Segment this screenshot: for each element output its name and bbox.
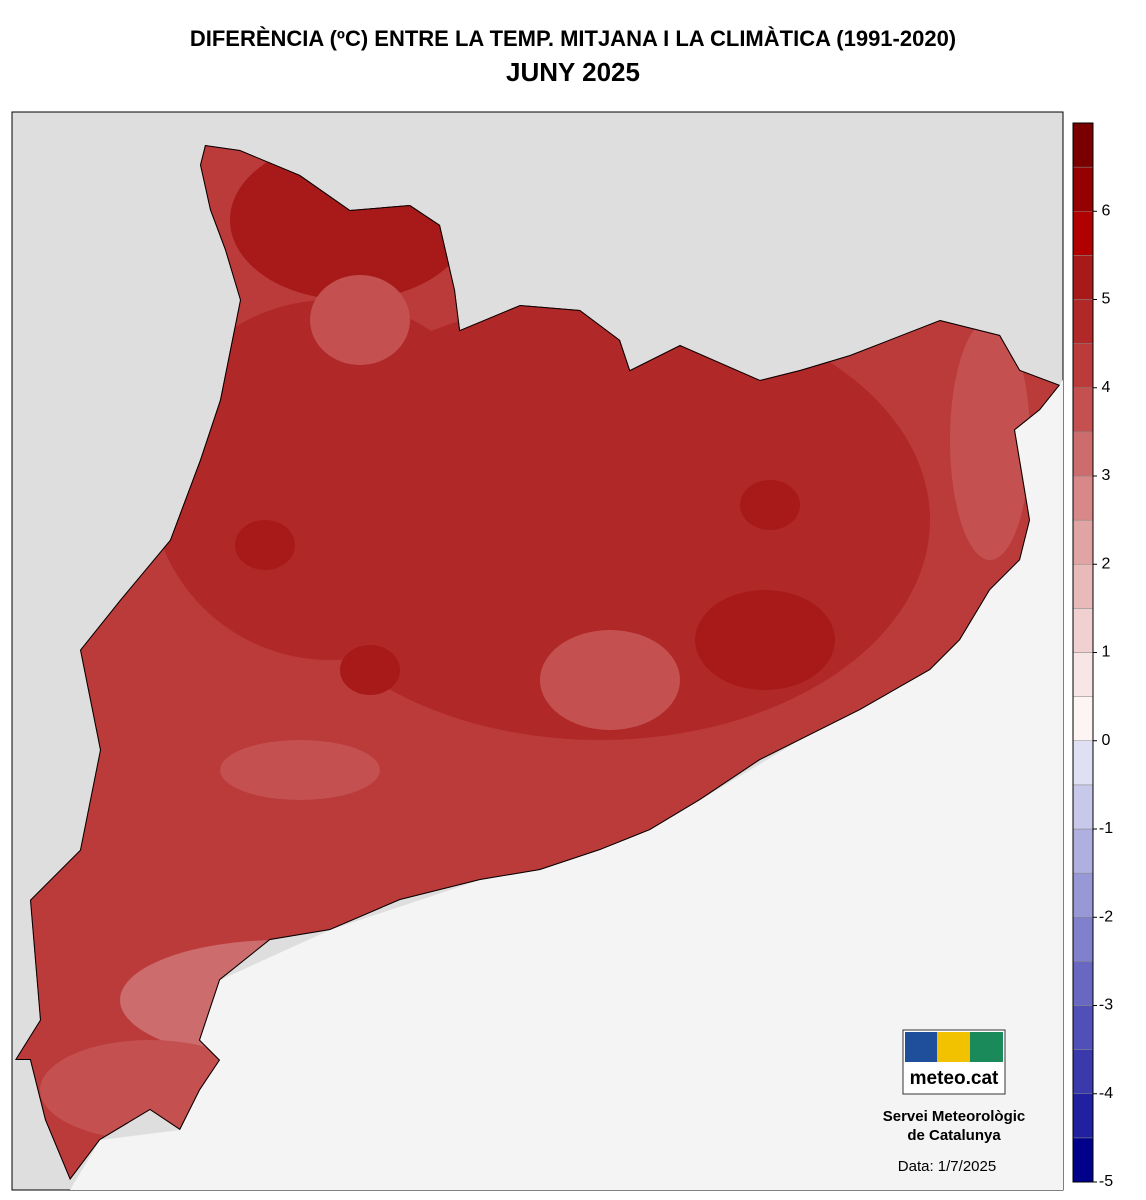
colorbar-bin — [1072, 917, 1094, 962]
colorbar-tick-label: 2 — [1102, 555, 1111, 572]
colorbar-bin — [1072, 122, 1094, 168]
colorbar-tick-label: 3 — [1102, 467, 1111, 484]
subtitle: JUNY 2025 — [506, 57, 640, 87]
colorbar-bin — [1072, 1093, 1094, 1139]
colorbar-bin — [1072, 299, 1094, 344]
colorbar-bin — [1072, 872, 1094, 918]
colorbar-bin — [1072, 211, 1094, 256]
logo: meteo.cat — [902, 1029, 1006, 1095]
colorbar-tick-label: -3 — [1099, 997, 1113, 1014]
colorbar-tick-label: -1 — [1099, 820, 1113, 837]
colorbar-bin — [1072, 1049, 1094, 1094]
colorbar-tick-label: 6 — [1102, 202, 1111, 219]
colorbar-tick-label: -4 — [1099, 1085, 1113, 1102]
colorbar-bin — [1072, 784, 1094, 830]
date: Data: 1/7/2025 — [898, 1158, 996, 1175]
colorbar-tick-label: 4 — [1102, 379, 1111, 396]
colorbar-bin — [1072, 828, 1094, 874]
colorbar-bin — [1072, 696, 1094, 741]
colorbar-bin — [1072, 343, 1094, 388]
colorbar: 6 5 4 3 2 1 0 -1 -2 -3 -4 -5 — [1072, 122, 1113, 1190]
colorbar-bin — [1072, 387, 1094, 433]
title: DIFERÈNCIA (ºC) ENTRE LA TEMP. MITJANA I… — [190, 26, 956, 51]
colorbar-bin — [1072, 519, 1094, 565]
logo-tile — [905, 1032, 937, 1062]
colorbar-tick-label: 5 — [1102, 291, 1111, 308]
colorbar-tick-label: -2 — [1099, 908, 1113, 925]
colorbar-bin — [1072, 1005, 1094, 1050]
colorbar-bin — [1072, 564, 1094, 609]
colorbar-bin — [1072, 255, 1094, 300]
colorbar-tick-label: -5 — [1099, 1173, 1113, 1190]
colorbar-bin — [1072, 961, 1094, 1006]
org-name: de Catalunya — [907, 1127, 1001, 1144]
colorbar-bin — [1072, 431, 1094, 477]
colorbar-tick-label: 1 — [1102, 644, 1111, 661]
colorbar-bin — [1072, 608, 1094, 653]
colorbar-tick-label: 0 — [1102, 732, 1111, 749]
sea — [70, 380, 1063, 1190]
colorbar-bin — [1072, 475, 1094, 521]
logo-tile — [970, 1032, 1003, 1062]
logo-text: meteo.cat — [910, 1068, 999, 1089]
colorbar-bin — [1072, 166, 1094, 212]
colorbar-bin — [1072, 740, 1094, 786]
logo-tile — [937, 1032, 970, 1062]
org-name: Servei Meteorològic — [883, 1108, 1026, 1125]
colorbar-bin — [1072, 1137, 1094, 1183]
colorbar-bin — [1072, 652, 1094, 697]
